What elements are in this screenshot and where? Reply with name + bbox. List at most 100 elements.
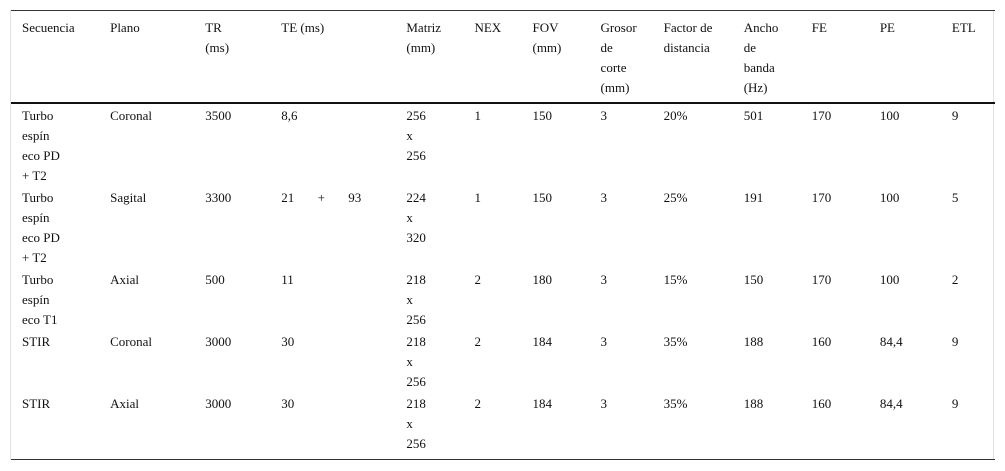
table: Secuencia Plano TR (ms) TE (ms) Matriz (mm) N… (11, 10, 995, 460)
cell-text: Grosor de corte (mm) (600, 20, 637, 95)
cell-text: 9 (951, 396, 959, 411)
table-cell: 188 (744, 392, 812, 460)
table-row: STIR Axial 3000 30 218 x 256 2 184 3 35% 188 160 84… (11, 392, 995, 460)
cell-text: 3 (600, 272, 608, 287)
table-cell: 3300 (205, 186, 281, 268)
table-cell: Axial (110, 268, 205, 330)
table-cell: 8,6 (281, 103, 406, 186)
cell-text: 5 (951, 190, 959, 205)
cell-text: Axial (110, 272, 139, 287)
table-row: STIR Coronal 3000 30 218 x 256 2 184 3 35% 188 160… (11, 330, 995, 392)
table-cell: 3000 (205, 330, 281, 392)
table-cell: 150 (532, 186, 600, 268)
cell-text: 84,4 (879, 396, 903, 411)
table-cell: 5 (952, 186, 995, 268)
cell-text: 100 (879, 190, 900, 205)
cell-text: FOV (mm) (532, 20, 562, 55)
table-cell: 100 (880, 186, 952, 268)
table-cell: 20% (664, 103, 744, 186)
header-cell: PE (880, 11, 952, 104)
table-cell: 3000 (205, 392, 281, 460)
table-cell: 1 (474, 103, 532, 186)
cell-text: STIR (22, 334, 51, 349)
cell-text: PE (879, 20, 895, 35)
table-cell: 30 (281, 330, 406, 392)
header-cell: FE (812, 11, 880, 104)
table-cell: Axial (110, 392, 205, 460)
table-cell: Turbo espín eco T1 (11, 268, 110, 330)
cell-text: 1 (474, 108, 481, 123)
table-cell: 100 (880, 268, 952, 330)
cell-text: 160 (811, 334, 832, 349)
cell-text: 184 (532, 334, 552, 349)
table-cell: STIR (11, 392, 110, 460)
cell-text: Turbo espín eco PD + T2 (22, 108, 60, 183)
cell-text: 20% (663, 108, 688, 123)
cell-text: 1 (474, 190, 481, 205)
cell-text: 2 (474, 396, 481, 411)
table-cell: Sagital (110, 186, 205, 268)
table-cell: 35% (664, 392, 744, 460)
table-cell: 3 (601, 103, 664, 186)
cell-text: 3500 (205, 108, 232, 123)
table-cell: 218 x 256 (406, 330, 474, 392)
table-cell: Coronal (110, 330, 205, 392)
table-cell: 150 (532, 103, 600, 186)
table-cell: 2 (474, 392, 532, 460)
table-cell: STIR (11, 330, 110, 392)
header-cell: FOV (mm) (532, 11, 600, 104)
cell-text: 9 (951, 108, 959, 123)
cell-text: 35% (663, 334, 688, 349)
table-cell: 160 (812, 330, 880, 392)
table-cell: 3500 (205, 103, 281, 186)
cell-text: 170 (811, 272, 832, 287)
cell-text: 170 (811, 190, 832, 205)
cell-text: 2 (474, 272, 481, 287)
table-cell: 3 (601, 330, 664, 392)
cell-text: Sagital (110, 190, 147, 205)
cell-text: 501 (743, 108, 764, 123)
table-cell: 21 + 93 (281, 186, 406, 268)
cell-text: Coronal (110, 334, 152, 349)
table-cell: 100 (880, 103, 952, 186)
cell-text: 30 (281, 396, 295, 411)
header-cell: Secuencia (11, 11, 110, 104)
cell-text: 170 (811, 108, 832, 123)
cell-text: STIR (22, 396, 51, 411)
table-cell: 191 (744, 186, 812, 268)
table-cell: 180 (532, 268, 600, 330)
table-body: Turbo espín eco PD + T2 Coronal 3500 8,6 256… (11, 103, 995, 460)
cell-text: Turbo espín eco T1 (22, 272, 58, 327)
cell-text: 3000 (205, 334, 232, 349)
cell-text: Factor de distancia (663, 20, 713, 55)
cell-text: 218 x 256 (406, 334, 426, 389)
table-container: Secuencia Plano TR (ms) TE (ms) Matriz (mm) N… (10, 10, 995, 460)
cell-text: 184 (532, 396, 552, 411)
cell-text: Coronal (110, 108, 152, 123)
header-cell: NEX (474, 11, 532, 104)
table-cell: Turbo espín eco PD + T2 (11, 186, 110, 268)
table-cell: 224 x 320 (406, 186, 474, 268)
header-cell: ETL (952, 11, 995, 104)
cell-text: 25% (663, 190, 688, 205)
cell-text: 21 + 93 (281, 190, 362, 205)
cell-text: 224 x 320 (406, 190, 426, 245)
cell-text: Ancho de banda (Hz) (743, 20, 779, 95)
cell-text: 100 (879, 108, 900, 123)
cell-text: 3300 (205, 190, 232, 205)
table-cell: 84,4 (880, 330, 952, 392)
cell-text: ETL (951, 20, 976, 35)
table-cell: 160 (812, 392, 880, 460)
header-cell: Matriz (mm) (406, 11, 474, 104)
cell-text: 150 (743, 272, 764, 287)
cell-text: 188 (743, 396, 764, 411)
cell-text: 256 x 256 (406, 108, 426, 163)
table-cell: 30 (281, 392, 406, 460)
cell-text: 218 x 256 (406, 272, 426, 327)
cell-text: TE (ms) (281, 20, 325, 35)
cell-text: Matriz (mm) (406, 20, 442, 55)
table-cell: 150 (744, 268, 812, 330)
table-row: Turbo espín eco PD + T2 Coronal 3500 8,6 256… (11, 103, 995, 186)
table-cell: 84,4 (880, 392, 952, 460)
cell-text: 150 (532, 190, 552, 205)
